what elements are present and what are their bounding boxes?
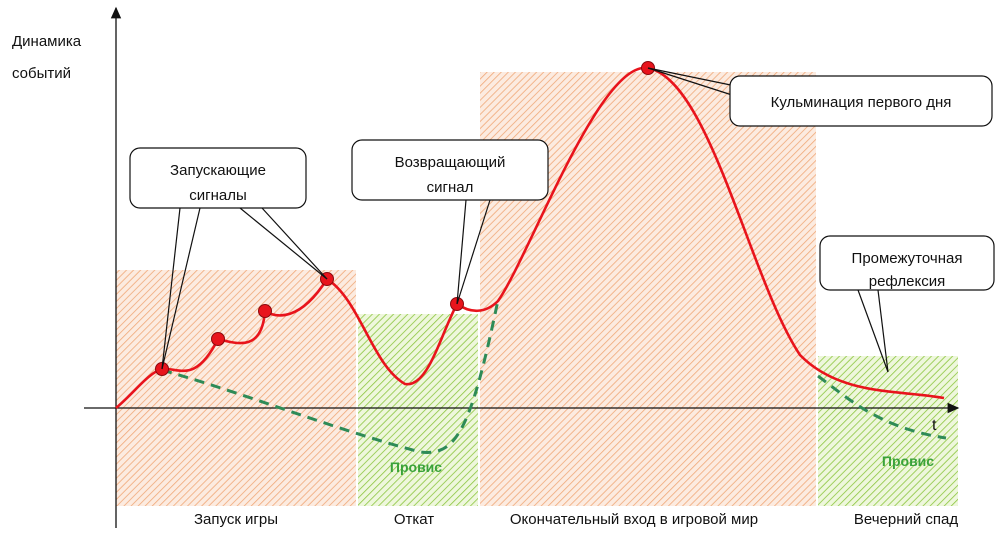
callout-launch-signals: Запускающие сигналы — [129, 147, 307, 209]
zone-rollback — [358, 314, 478, 506]
callout-reflection: Промежуточная рефлексия — [819, 235, 995, 291]
callout-return-signal: Возвращающий сигнал — [351, 139, 549, 201]
callout-return-line1: Возвращающий — [395, 154, 506, 171]
y-axis-label-line2: событий — [12, 65, 71, 82]
sag-curve-evening — [817, 374, 947, 440]
dip-label-evening: Провис — [882, 453, 934, 469]
zone-evening-decline — [818, 356, 958, 506]
signal-marker — [211, 332, 225, 346]
zone-launch — [116, 270, 356, 506]
callout-launch-line2: сигналы — [189, 187, 247, 204]
y-axis-label-line1: Динамика — [12, 33, 82, 50]
callout-culmination-line1: Кульминация первого дня — [771, 94, 952, 111]
phase-label-rollback: Откат — [394, 511, 434, 528]
x-axis-label: t — [932, 417, 937, 434]
phase-label-final-entry: Окончательный вход в игровой мир — [510, 511, 758, 528]
callout-reflection-line2: рефлексия — [869, 273, 946, 290]
callout-launch-line1: Запускающие — [170, 162, 266, 179]
callout-culmination: Кульминация первого дня — [729, 75, 993, 127]
phase-label-launch: Запуск игры — [194, 511, 278, 528]
phase-label-evening: Вечерний спад — [854, 511, 959, 528]
callout-return-line2: сигнал — [427, 179, 474, 196]
zone-final-entry — [480, 72, 816, 506]
dip-label-rollback: Провис — [390, 459, 442, 475]
signal-marker — [258, 304, 272, 318]
callout-reflection-line1: Промежуточная — [852, 250, 963, 267]
